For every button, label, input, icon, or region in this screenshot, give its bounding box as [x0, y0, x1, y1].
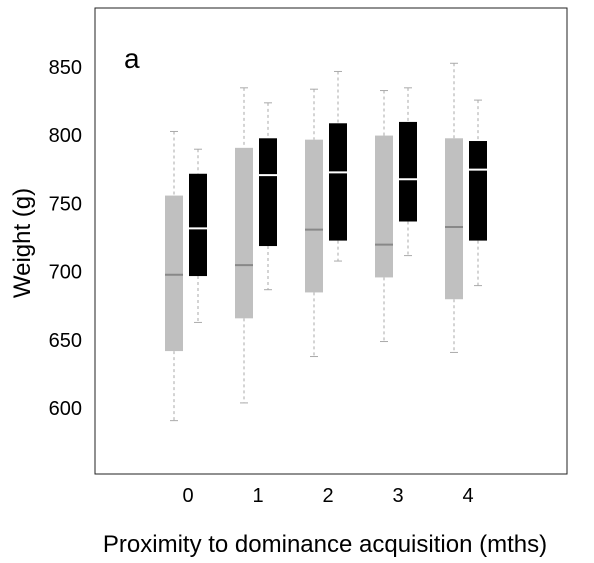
y-tick-label-750: 750 — [49, 193, 82, 215]
y-tick-label-600: 600 — [49, 398, 82, 420]
box-series0-cat2 — [305, 88, 323, 358]
x-axis-title: Proximity to dominance acquisition (mths… — [103, 531, 547, 558]
y-tick-label-800: 800 — [49, 125, 82, 147]
box-body — [259, 138, 277, 247]
x-tick-label-3: 3 — [392, 485, 403, 507]
box-body — [399, 121, 417, 222]
y-tick-label-700: 700 — [49, 262, 82, 284]
panel-label: a — [124, 43, 140, 74]
y-tick-label-650: 650 — [49, 330, 82, 352]
box-body — [189, 173, 207, 277]
box-series0-cat3 — [375, 90, 393, 343]
x-axis: 0 1 2 3 4 — [182, 485, 473, 507]
box-body — [329, 123, 347, 241]
box-series0-cat4 — [445, 62, 463, 353]
x-tick-label-2: 2 — [322, 485, 333, 507]
box-series1-cat1 — [259, 102, 277, 291]
plot-frame — [94, 7, 568, 475]
box-body — [469, 141, 487, 241]
x-tick-label-0: 0 — [182, 485, 193, 507]
box-body — [235, 147, 253, 319]
y-axis-title: Weight (g) — [9, 188, 36, 298]
box-series0-cat0 — [165, 130, 183, 422]
y-axis: 600 650 700 750 800 850 — [49, 57, 82, 420]
box-body — [375, 135, 393, 278]
box-series1-cat0 — [189, 148, 207, 323]
box-series1-cat2 — [329, 70, 347, 262]
box-body — [305, 139, 323, 293]
box-body — [445, 138, 463, 300]
y-tick-label-850: 850 — [49, 57, 82, 79]
box-series1-cat3 — [399, 87, 417, 257]
box-body — [165, 195, 183, 352]
box-series1-cat4 — [469, 99, 487, 287]
box-series0-cat1 — [235, 87, 253, 404]
x-tick-label-4: 4 — [462, 485, 473, 507]
x-tick-label-1: 1 — [252, 485, 263, 507]
boxes-layer — [165, 62, 487, 422]
